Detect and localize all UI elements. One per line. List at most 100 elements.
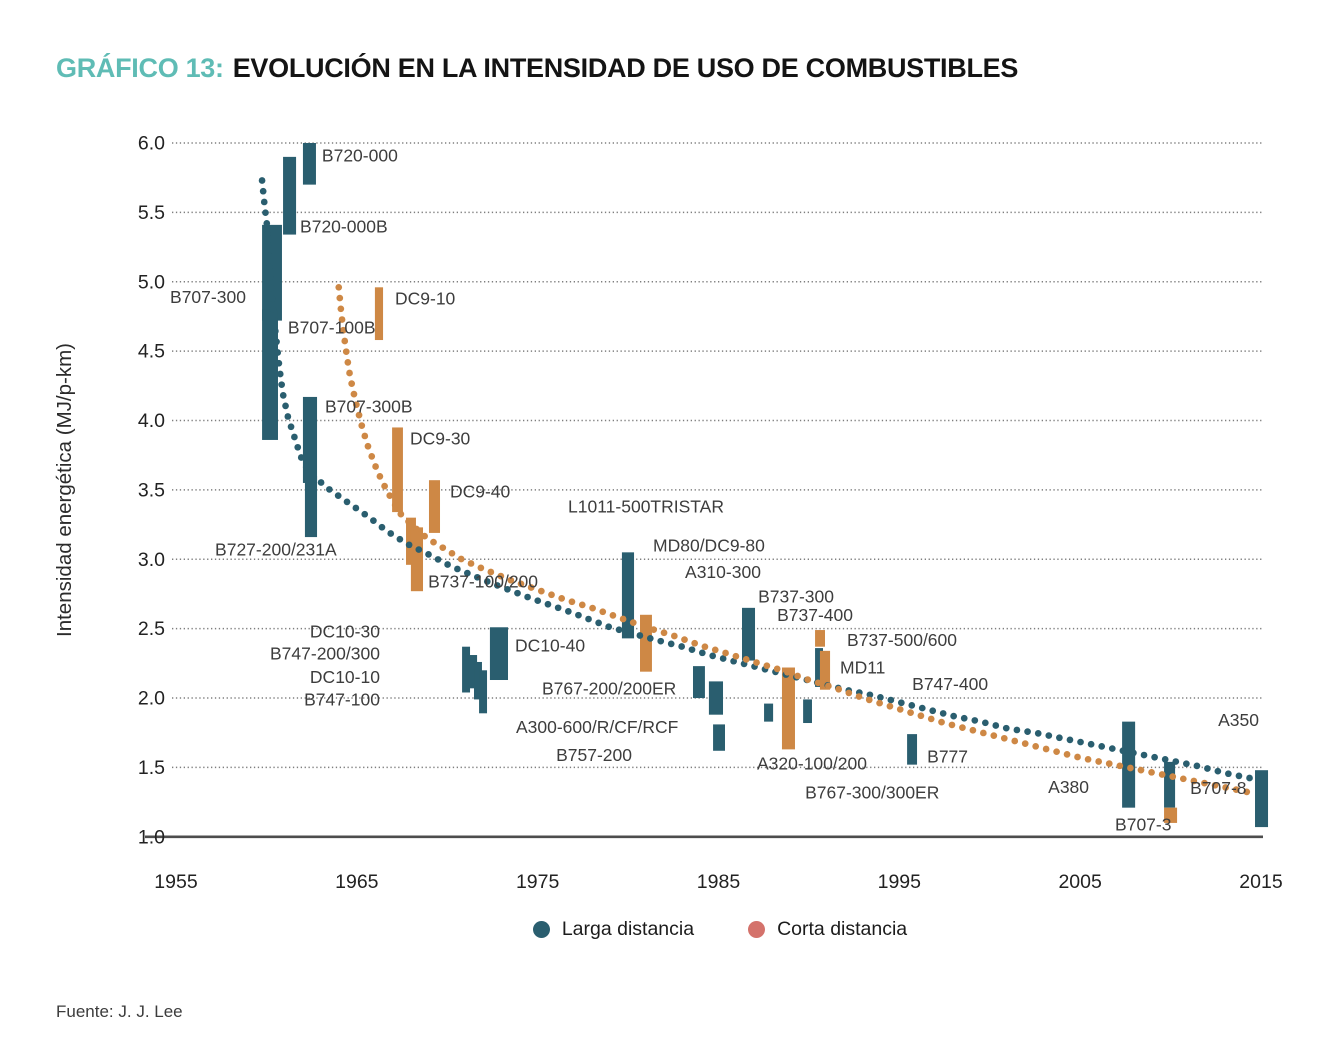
trend-dot (1211, 781, 1219, 789)
trend-dot (564, 608, 572, 615)
x-tick-label: 2015 (1239, 871, 1283, 893)
bar-a300-600-r-cf-rcf (713, 724, 725, 751)
legend: Larga distancia Corta distancia (55, 918, 1330, 941)
trend-dot (719, 655, 727, 662)
aircraft-label: DC10-10 (310, 667, 380, 687)
trend-dot (698, 649, 706, 657)
trend-dot (444, 561, 451, 568)
aircraft-label: B747-400 (912, 674, 988, 694)
bar-dc10-10 (474, 661, 482, 700)
trend-dot (350, 390, 358, 398)
trend-dot (378, 523, 386, 531)
trend-dot (794, 672, 801, 680)
trend-dot (537, 587, 545, 595)
y-tick-label: 5.0 (138, 271, 165, 293)
trend-dot (609, 612, 617, 619)
aircraft-label: B757-200 (556, 745, 632, 765)
trend-dot (1032, 742, 1040, 750)
bar-a380 (1122, 721, 1136, 808)
title-text: EVOLUCIÓN EN LA INTENSIDAD DE USO DE COM… (232, 53, 1019, 83)
trend-dot (908, 702, 916, 709)
trend-dot (722, 649, 729, 657)
trend-dot (670, 632, 678, 640)
trend-dot (317, 479, 325, 486)
trend-dot (1098, 743, 1106, 750)
trend-dot (381, 482, 388, 490)
trend-dot (291, 433, 298, 441)
trend-dot (294, 443, 302, 451)
aircraft-label: DC9-40 (450, 481, 511, 501)
bar-b737-500-600 (819, 650, 831, 690)
trend-dot (1024, 728, 1031, 735)
trend-dot (1158, 771, 1166, 778)
bar-b737-400 (815, 630, 825, 647)
aircraft-label: DC10-40 (515, 635, 585, 655)
y-tick-label: 1.5 (138, 757, 165, 779)
trend-dot (346, 369, 353, 377)
trend-dot (352, 504, 360, 512)
trend-dot (457, 555, 465, 563)
trend-dot (558, 595, 566, 602)
trend-dot (691, 639, 699, 647)
trend-dot (605, 623, 613, 631)
figure-label: GRÁFICO 13: (56, 53, 224, 83)
trend-dot (527, 584, 535, 591)
trend-dot (1179, 775, 1187, 783)
trend-dot (297, 454, 305, 461)
aircraft-label: DC9-30 (410, 429, 471, 449)
trend-dot (430, 538, 437, 546)
bar-b707-8 (1164, 761, 1176, 808)
aircraft-label: B747-100 (304, 689, 380, 709)
trend-dot (887, 696, 895, 704)
trend-dot (1087, 740, 1095, 748)
trend-dot (361, 510, 369, 518)
bar-a310-300 (692, 666, 705, 699)
trend-dot (264, 241, 272, 249)
trend-dot (341, 337, 349, 345)
aircraft-label: B767-300/300ER (805, 782, 939, 802)
trend-dot (415, 546, 423, 553)
y-axis-tick-labels: 6.0 5.5 5.0 4.5 4.0 3.5 3.0 2.5 2.0 1.5 1.0 (138, 133, 165, 849)
trend-dot (1201, 779, 1208, 787)
trend-dot (1011, 737, 1019, 745)
trend-dot (711, 646, 719, 654)
trend-dot (640, 622, 647, 630)
trend-dot (876, 699, 883, 707)
trend-dot (646, 635, 654, 642)
trend-dot (483, 578, 491, 585)
bar-b747-200-300 (468, 655, 478, 689)
trend-dot (650, 626, 658, 633)
y-tick-label: 4.5 (138, 341, 165, 363)
y-tick-label: 3.0 (138, 549, 165, 571)
trend-dot (866, 691, 874, 699)
trend-dot (1042, 745, 1050, 753)
trend-dot (266, 273, 274, 281)
trend-dot (534, 597, 542, 605)
trend-dot (263, 220, 271, 227)
trend-dot (454, 565, 461, 573)
bar-b707-300b (302, 396, 318, 483)
aircraft-label: B767-200/200ER (542, 678, 676, 698)
trend-dot (1193, 762, 1201, 770)
trend-dot (302, 463, 310, 471)
trend-dot (274, 349, 282, 356)
trend-dot (1222, 784, 1229, 791)
trend-dot (372, 463, 379, 470)
aircraft-label: B737-100/200 (428, 571, 538, 591)
trend-dot (1169, 773, 1177, 780)
trend-dot (1105, 760, 1113, 768)
aircraft-label: A380 (1048, 777, 1089, 797)
trend-dot (405, 541, 413, 549)
trend-dot (487, 568, 495, 576)
trend-dot (1137, 766, 1145, 774)
trend-dot (284, 413, 292, 420)
trend-dot (1183, 760, 1190, 768)
trend-dot (421, 532, 428, 540)
trend-dot (1214, 767, 1222, 775)
bar-b737-300 (741, 607, 756, 661)
aircraft-label: B707-8 (1190, 778, 1246, 798)
trend-dot (434, 556, 442, 563)
bar-b737-100-200 (410, 527, 424, 592)
trend-dot (667, 640, 675, 648)
